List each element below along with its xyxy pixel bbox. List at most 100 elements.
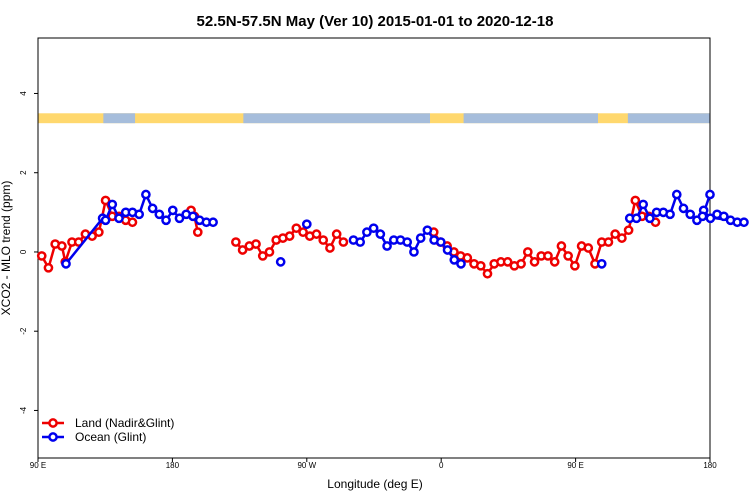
data-point <box>603 237 614 247</box>
data-point <box>188 211 198 222</box>
y-axis-label: XCO2 - MLO trend (ppm) <box>0 181 13 316</box>
data-point <box>482 268 493 279</box>
data-point <box>409 247 419 257</box>
data-point <box>362 227 372 238</box>
legend-label: Land (Nadir&Glint) <box>75 416 174 430</box>
data-point <box>147 203 158 214</box>
data-point <box>237 245 248 255</box>
data-point <box>435 237 446 247</box>
data-point <box>264 247 275 257</box>
data-point <box>705 189 715 200</box>
data-point <box>502 257 513 267</box>
data-point <box>382 241 392 251</box>
y-tick-label: 2 <box>19 170 28 175</box>
data-point <box>100 195 111 206</box>
data-point <box>422 225 433 236</box>
y-tick-label: -2 <box>19 327 28 335</box>
data-point <box>671 189 682 200</box>
data-point <box>563 251 573 261</box>
data-point <box>331 229 342 239</box>
ocean-band-segment <box>627 113 710 124</box>
data-point <box>100 215 111 226</box>
data-point <box>630 195 641 206</box>
data-point <box>697 211 708 222</box>
data-point <box>516 258 526 269</box>
y-tick-label: 4 <box>19 91 28 96</box>
x-axis: 90 E 180 90 W 0 90 E 180 <box>30 458 717 470</box>
data-point <box>375 229 386 239</box>
data-point <box>127 217 138 228</box>
data-point <box>570 260 580 271</box>
data-point <box>355 237 366 247</box>
series-ocean <box>61 189 749 269</box>
data-point <box>522 247 533 257</box>
x-tick-label: 180 <box>166 461 180 470</box>
data-point <box>251 239 261 249</box>
data-point <box>192 227 203 238</box>
data-point <box>298 227 308 238</box>
data-point <box>415 233 426 243</box>
x-tick-label: 180 <box>703 461 717 470</box>
data-point <box>631 213 642 224</box>
data-point <box>257 251 268 261</box>
data-point <box>318 235 329 245</box>
data-point <box>596 258 607 269</box>
data-point <box>275 257 286 267</box>
data-point <box>338 237 349 247</box>
y-axis: -4 -2 0 2 4 <box>19 91 38 414</box>
data-point <box>475 260 486 271</box>
data-point <box>61 258 71 269</box>
data-point <box>529 257 540 267</box>
data-point <box>36 251 47 261</box>
legend-label: Ocean (Glint) <box>75 430 146 444</box>
data-point <box>174 213 185 224</box>
data-point <box>167 205 178 216</box>
data-point <box>291 223 302 234</box>
y-tick-label: 0 <box>19 249 28 254</box>
data-point <box>43 262 54 273</box>
data-point <box>154 209 165 220</box>
ocean-band-segment <box>463 113 598 124</box>
data-point <box>442 245 453 255</box>
legend-marker <box>48 418 58 428</box>
legend: Land (Nadir&Glint)Ocean (Glint) <box>42 416 174 444</box>
x-tick-label: 90 E <box>30 461 46 470</box>
data-point <box>678 203 689 214</box>
data-point <box>583 243 594 253</box>
chart-title: 52.5N-57.5N May (Ver 10) 2015-01-01 to 2… <box>197 13 554 30</box>
data-point <box>623 225 634 236</box>
data-point <box>665 209 675 220</box>
data-point <box>94 227 104 238</box>
ocean-band-segment <box>243 113 430 124</box>
data-point <box>114 213 124 224</box>
data-point <box>161 215 171 226</box>
x-tick-label: 0 <box>439 461 444 470</box>
data-point <box>57 241 67 251</box>
data-point <box>449 255 460 265</box>
data-point <box>368 223 379 234</box>
data-point <box>645 213 655 224</box>
data-point <box>284 231 295 241</box>
data-point <box>685 209 696 220</box>
data-point <box>543 251 553 261</box>
data-point <box>325 243 335 253</box>
data-point <box>549 257 560 267</box>
x-tick-label: 90 E <box>567 461 583 470</box>
plot-frame <box>37 37 711 459</box>
land-ocean-band <box>38 113 710 124</box>
data-point <box>462 253 473 263</box>
data-point <box>556 241 567 251</box>
data-point <box>718 211 729 222</box>
data-point <box>402 237 413 247</box>
ocean-band-segment <box>103 113 136 124</box>
data-point <box>456 258 466 269</box>
data-point <box>107 199 118 210</box>
series-layer <box>36 189 749 279</box>
data-point <box>617 233 627 243</box>
data-point <box>231 237 241 247</box>
data-point <box>638 199 649 210</box>
data-point <box>141 189 151 200</box>
data-point <box>208 217 218 228</box>
data-point <box>311 229 322 239</box>
